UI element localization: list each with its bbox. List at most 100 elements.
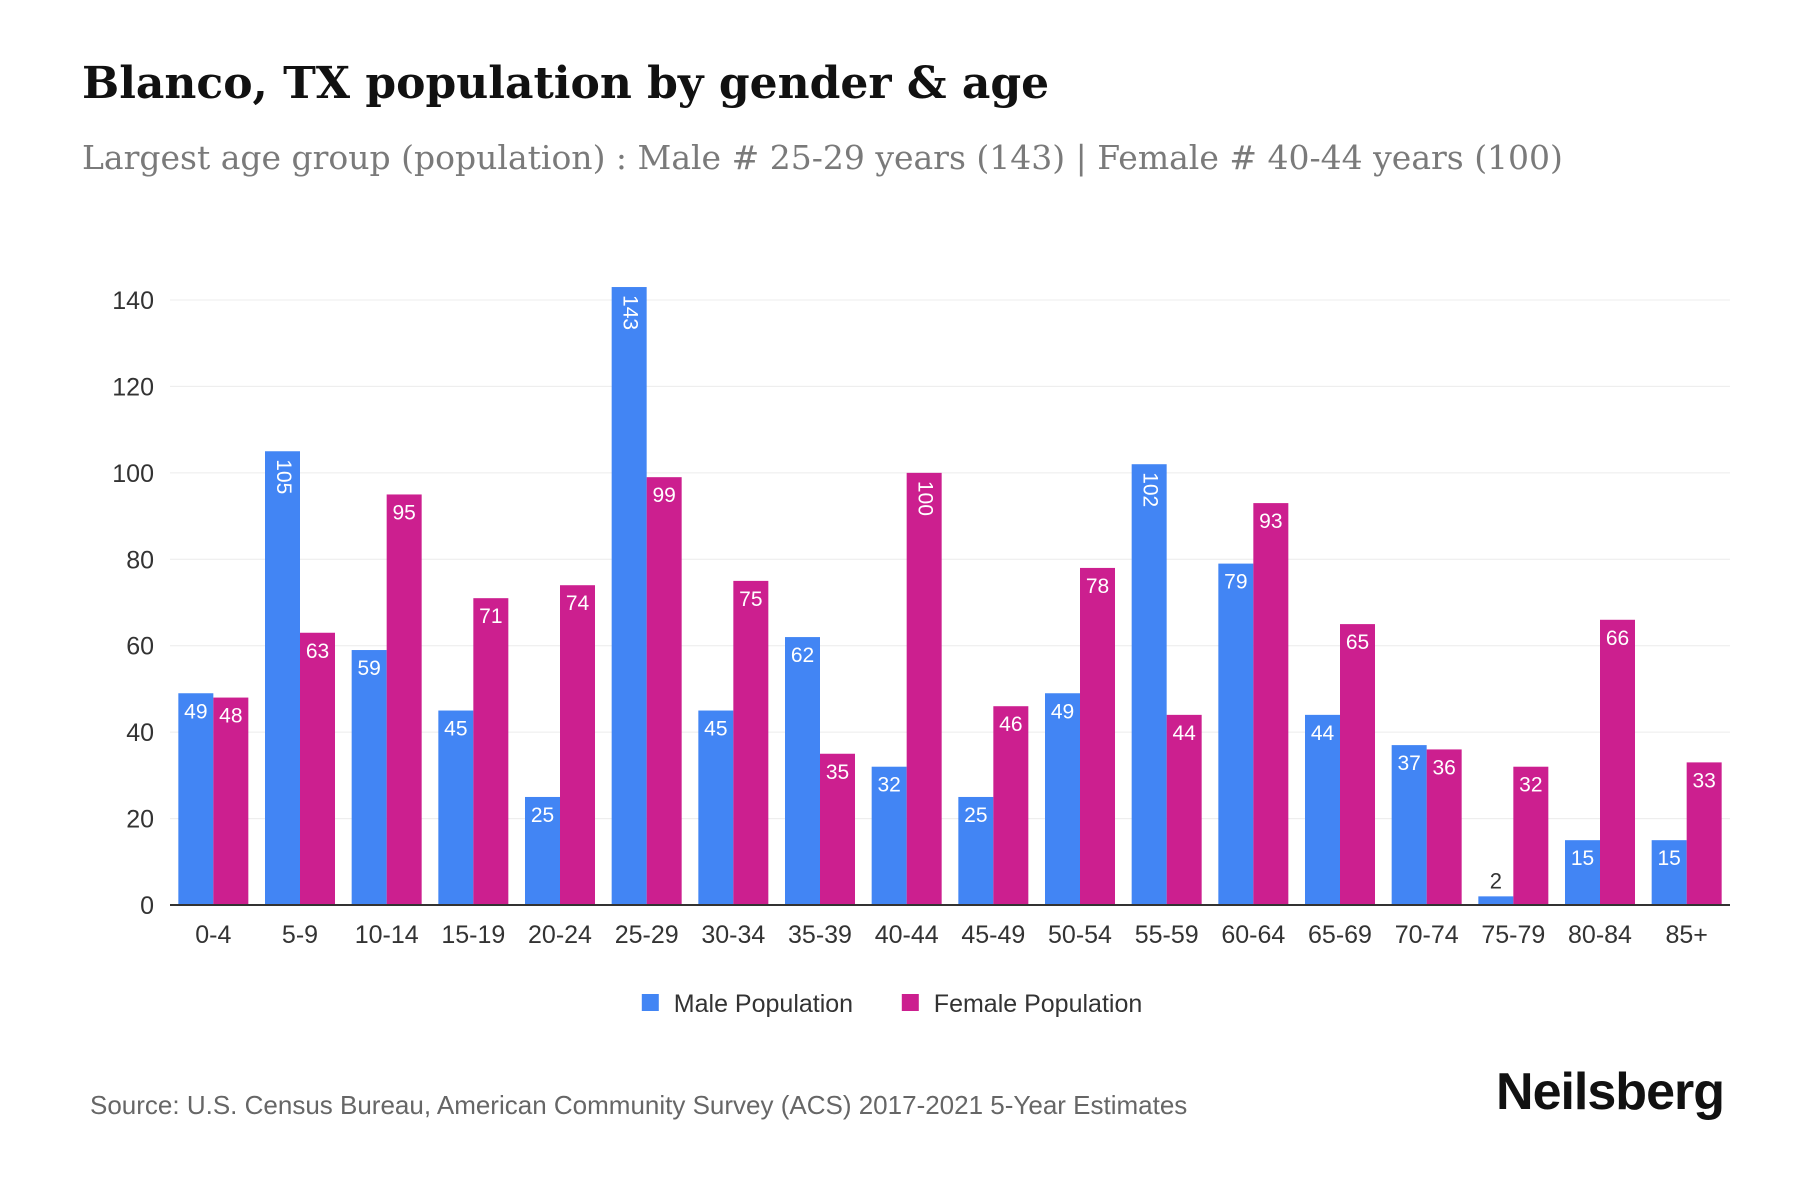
data-label: 74 <box>566 592 590 615</box>
data-label: 48 <box>219 705 242 728</box>
data-label: 105 <box>272 459 295 494</box>
female-bar-30-34 <box>733 580 769 905</box>
x-tick-label: 75-79 <box>1481 921 1545 949</box>
male-bar-0-4 <box>178 693 214 905</box>
female-bar-50-54 <box>1080 567 1115 905</box>
data-label: 78 <box>1086 575 1109 598</box>
data-label: 66 <box>1606 627 1629 650</box>
data-label: 44 <box>1311 722 1335 745</box>
male-bar-60-64 <box>1218 563 1254 905</box>
legend-swatch <box>901 994 919 1011</box>
male-bar-65-69 <box>1305 714 1340 905</box>
female-bar-85+ <box>1686 762 1722 905</box>
data-label: 15 <box>1571 847 1594 870</box>
data-label: 143 <box>619 295 642 330</box>
data-label: 25 <box>531 804 554 827</box>
data-label: 2 <box>1490 868 1502 893</box>
data-label: 100 <box>914 481 937 516</box>
brand-logo: Neilsberg <box>1496 1063 1725 1121</box>
female-bar-25-29 <box>646 477 682 905</box>
bars <box>178 287 1722 905</box>
data-label: 65 <box>1346 631 1369 654</box>
x-tick-label: 35-39 <box>788 921 852 949</box>
female-bar-75-79 <box>1513 766 1549 905</box>
y-tick-label: 0 <box>140 892 154 920</box>
x-tick-label: 25-29 <box>615 921 679 949</box>
x-tick-label: 70-74 <box>1395 921 1459 949</box>
data-label: 75 <box>739 588 762 611</box>
y-tick-label: 140 <box>112 287 154 315</box>
x-tick-label: 85+ <box>1665 921 1707 949</box>
male-bar-5-9 <box>265 451 300 905</box>
data-label: 32 <box>877 774 900 797</box>
data-label: 35 <box>826 761 849 784</box>
data-label: 93 <box>1259 510 1282 533</box>
data-label: 45 <box>704 718 727 741</box>
x-tick-label: 45-49 <box>961 921 1025 949</box>
data-label: 62 <box>791 644 814 667</box>
female-bar-65-69 <box>1340 624 1375 905</box>
data-label: 59 <box>357 657 380 680</box>
data-label: 32 <box>1519 774 1542 797</box>
data-label: 15 <box>1657 847 1680 870</box>
x-tick-label: 5-9 <box>282 921 318 949</box>
y-tick-label: 60 <box>126 633 154 661</box>
x-tick-label: 40-44 <box>875 921 939 949</box>
male-bar-20-24 <box>525 796 560 905</box>
x-tick-label: 15-19 <box>441 921 505 949</box>
female-bar-40-44 <box>906 472 942 905</box>
data-label: 36 <box>1432 756 1455 779</box>
male-bar-15-19 <box>438 710 474 905</box>
data-label: 37 <box>1397 752 1420 775</box>
data-label: 99 <box>652 484 675 507</box>
chart-subtitle: Largest age group (population) : Male # … <box>82 138 1563 177</box>
female-bar-5-9 <box>300 632 335 905</box>
gridlines <box>170 299 1730 820</box>
male-bar-55-59 <box>1131 464 1167 905</box>
data-label: 63 <box>306 640 329 663</box>
legend-label: Female Population <box>934 990 1142 1018</box>
y-tick-label: 100 <box>112 460 154 488</box>
data-label: 45 <box>444 718 467 741</box>
male-bar-45-49 <box>958 796 994 905</box>
data-label: 95 <box>392 501 415 524</box>
y-axis-ticks: 0 20 40 60 80 100 120 140 <box>112 287 154 920</box>
data-label: 46 <box>999 713 1022 736</box>
male-bar-80-84 <box>1565 840 1600 905</box>
male-bar-30-34 <box>698 710 734 905</box>
data-label: 49 <box>184 700 207 723</box>
x-tick-label: 0-4 <box>195 921 231 949</box>
x-tick-label: 20-24 <box>528 921 592 949</box>
male-bar-35-39 <box>785 637 820 905</box>
x-tick-label: 30-34 <box>701 921 765 949</box>
female-bar-20-24 <box>560 585 595 905</box>
female-bar-15-19 <box>473 598 509 905</box>
data-label: 102 <box>1139 472 1162 507</box>
x-tick-label: 80-84 <box>1568 921 1632 949</box>
x-tick-label: 50-54 <box>1048 921 1112 949</box>
female-bar-55-59 <box>1166 714 1202 905</box>
female-bar-0-4 <box>213 697 249 905</box>
female-bar-10-14 <box>386 494 422 905</box>
y-tick-label: 40 <box>126 719 154 747</box>
y-tick-label: 120 <box>112 373 154 401</box>
data-label: 49 <box>1051 700 1074 723</box>
data-label: 33 <box>1692 769 1715 792</box>
male-bar-50-54 <box>1045 693 1080 905</box>
female-bar-60-64 <box>1253 503 1289 905</box>
male-bar-25-29 <box>611 287 647 905</box>
data-label: 44 <box>1172 722 1196 745</box>
data-label: 79 <box>1224 571 1247 594</box>
data-label: 71 <box>479 605 502 628</box>
female-bar-45-49 <box>993 706 1029 905</box>
data-label: 25 <box>964 804 987 827</box>
male-bar-70-74 <box>1391 745 1427 905</box>
y-tick-label: 20 <box>126 806 154 834</box>
male-bar-85+ <box>1651 840 1687 905</box>
x-tick-label: 60-64 <box>1221 921 1285 949</box>
male-bar-40-44 <box>871 766 907 905</box>
chart-title: Blanco, TX population by gender & age <box>82 58 1050 109</box>
source-note: Source: U.S. Census Bureau, American Com… <box>90 1090 1188 1120</box>
male-bar-75-79 <box>1478 896 1514 905</box>
population-bar-chart: 0 20 40 60 80 100 120 140 49 48 105 63 59 95 45 71 25 74… <box>112 287 1730 1018</box>
